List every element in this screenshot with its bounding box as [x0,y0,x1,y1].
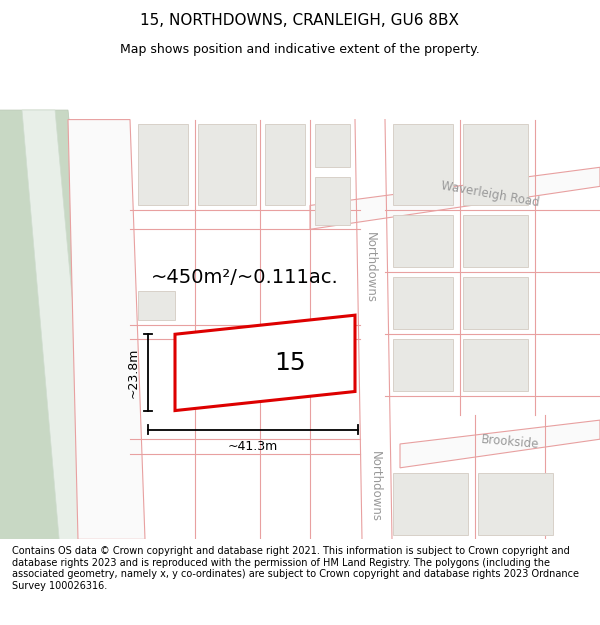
Polygon shape [400,420,600,468]
Polygon shape [198,124,256,206]
Polygon shape [478,472,553,534]
Text: Northdowns: Northdowns [364,232,377,303]
Polygon shape [463,215,528,268]
Polygon shape [138,124,188,206]
Text: Brookside: Brookside [481,433,539,451]
Text: ~41.3m: ~41.3m [228,441,278,453]
Polygon shape [393,339,453,391]
Text: Map shows position and indicative extent of the property.: Map shows position and indicative extent… [120,44,480,56]
Text: Waverleigh Road: Waverleigh Road [440,179,540,209]
Polygon shape [68,119,145,539]
Polygon shape [393,472,468,534]
Polygon shape [463,124,528,206]
Text: ~450m²/~0.111ac.: ~450m²/~0.111ac. [151,268,339,286]
Polygon shape [175,315,355,411]
Polygon shape [315,124,350,168]
Text: 15: 15 [274,351,306,375]
Polygon shape [393,215,453,268]
Polygon shape [463,339,528,391]
Polygon shape [265,124,305,206]
Text: ~23.8m: ~23.8m [127,348,139,398]
Polygon shape [393,277,453,329]
Polygon shape [463,277,528,329]
Polygon shape [138,291,175,320]
Text: 15, NORTHDOWNS, CRANLEIGH, GU6 8BX: 15, NORTHDOWNS, CRANLEIGH, GU6 8BX [140,13,460,28]
Polygon shape [22,110,95,549]
Text: Contains OS data © Crown copyright and database right 2021. This information is : Contains OS data © Crown copyright and d… [12,546,579,591]
Polygon shape [393,124,453,206]
Polygon shape [315,177,350,224]
Polygon shape [310,168,600,229]
Polygon shape [0,110,115,549]
Text: Northdowns: Northdowns [368,451,382,522]
